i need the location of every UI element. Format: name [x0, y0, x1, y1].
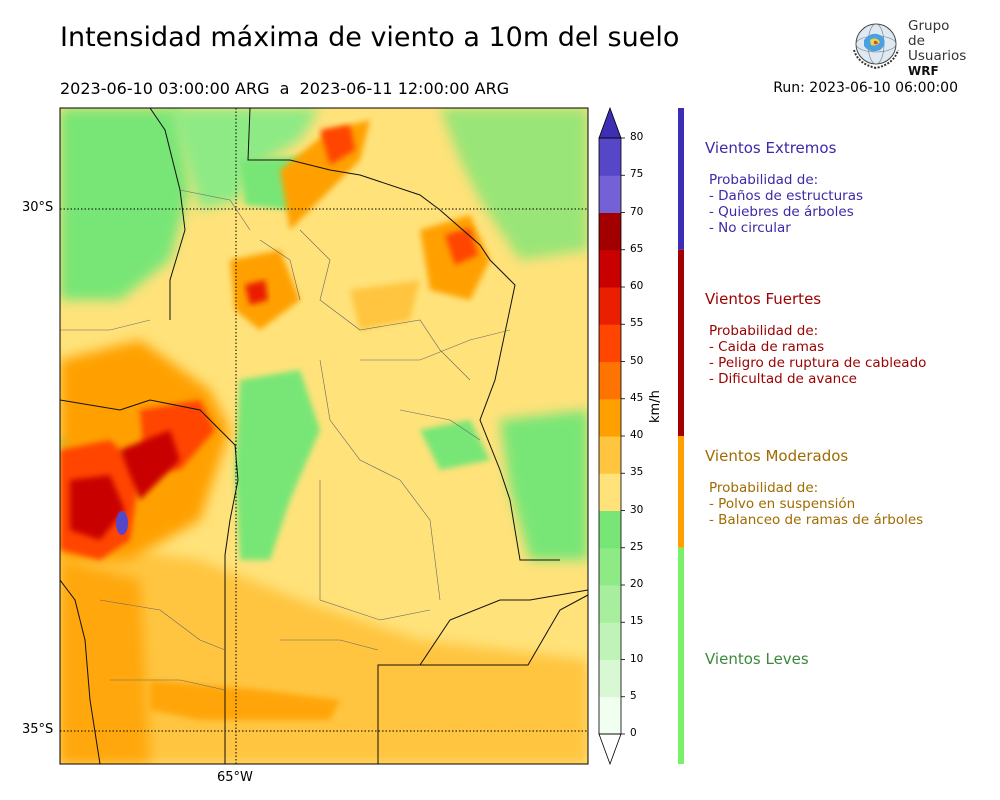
page-title: Intensidad máxima de viento a 10m del su… [60, 22, 680, 53]
lon-label-65w: 65°W [217, 770, 253, 785]
category-bar [678, 108, 684, 250]
colorbar-segment [599, 175, 621, 213]
colorbar-segment [599, 436, 621, 474]
colorbar-tick-label: 15 [630, 615, 644, 628]
colorbar-tick-label: 20 [630, 578, 644, 590]
logo-line3: WRF [908, 64, 939, 78]
logo-line2: Usuarios [908, 48, 967, 64]
wrf-logo: Grupo de Usuarios WRF [848, 16, 968, 78]
category-bar [678, 436, 684, 548]
category-title: Vientos Leves [705, 650, 809, 668]
colorbar-segment [599, 287, 621, 325]
wind-field [60, 108, 588, 764]
colorbar-extend-top [598, 106, 622, 139]
category-bar [678, 547, 684, 764]
lat-label-35s: 35°S [22, 722, 54, 737]
colorbar-tick-label: 60 [630, 280, 644, 292]
category-desc-line: - Caida de ramas [709, 339, 825, 355]
colorbar-segment [599, 510, 621, 549]
category-title: Vientos Extremos [705, 139, 837, 157]
category-desc-line: - Polvo en suspensión [709, 496, 856, 512]
colorbar-segment [599, 585, 621, 623]
colorbar-tick-label: 45 [630, 391, 644, 404]
category-desc-line: - Balanceo de ramas de árboles [709, 512, 924, 528]
colorbar-segment [599, 696, 621, 735]
colorbar-tick-label: 40 [630, 429, 644, 441]
category-title: Vientos Moderados [705, 447, 849, 465]
colorbar-segment [599, 249, 621, 288]
category-title: Vientos Fuertes [705, 290, 822, 308]
category-desc-line: - Dificultad de avance [709, 371, 857, 387]
colorbar-segment [599, 398, 621, 437]
category-description: Probabilidad de: - Polvo en suspensión - B… [709, 480, 923, 528]
colorbar-segment [599, 138, 621, 176]
logo-line1: Grupo de [908, 18, 950, 49]
colorbar-segment [599, 212, 621, 251]
category-description: Probabilidad de: - Caida de ramas - Peligr… [709, 323, 926, 387]
colorbar-tick-label: 35 [630, 466, 644, 479]
colorbar-segment [599, 361, 621, 400]
colorbar-segment [599, 622, 621, 660]
colorbar-tick-label: 5 [630, 689, 637, 702]
category-bar [678, 249, 684, 436]
colorbar-tick-label: 50 [630, 354, 644, 367]
colorbar-tick-label: 55 [630, 317, 644, 330]
colorbar-tick-label: 25 [630, 540, 644, 553]
colorbar-extend-bottom [598, 733, 622, 766]
colorbar-tick-label: 10 [630, 652, 644, 665]
colorbar [598, 106, 625, 766]
category-desc-line: - No circular [709, 220, 791, 236]
colorbar-tick-label: 80 [630, 131, 644, 143]
colorbar-segment [599, 324, 621, 362]
globe-icon [853, 23, 899, 70]
colorbar-tick-label: 0 [630, 727, 637, 739]
category-desc-line: Probabilidad de: [709, 172, 819, 188]
run-label: Run: 2023-06-10 06:00:00 [773, 80, 958, 96]
category-desc-line: - Daños de estructuras [709, 188, 864, 204]
colorbar-segment [599, 473, 621, 511]
category-description: Probabilidad de: - Daños de estructuras - … [709, 172, 863, 236]
colorbar-segment [599, 659, 621, 698]
colorbar-tick-label: 30 [630, 503, 644, 516]
category-desc-line: Probabilidad de: [709, 323, 819, 339]
category-bars [678, 108, 684, 764]
colorbar-tick-label: 70 [630, 205, 644, 218]
category-desc-line: - Quiebres de árboles [709, 204, 854, 220]
colorbar-unit: km/h [648, 390, 663, 423]
category-desc-line: - Peligro de ruptura de cableado [709, 355, 927, 371]
period-subtitle: 2023-06-10 03:00:00 ARG a 2023-06-11 12:… [60, 79, 510, 98]
colorbar-tick-label: 65 [630, 242, 644, 255]
colorbar-tick-label: 75 [630, 168, 644, 181]
lat-label-30s: 30°S [22, 200, 54, 215]
colorbar-segment [599, 547, 621, 586]
category-desc-line: Probabilidad de: [709, 480, 819, 496]
